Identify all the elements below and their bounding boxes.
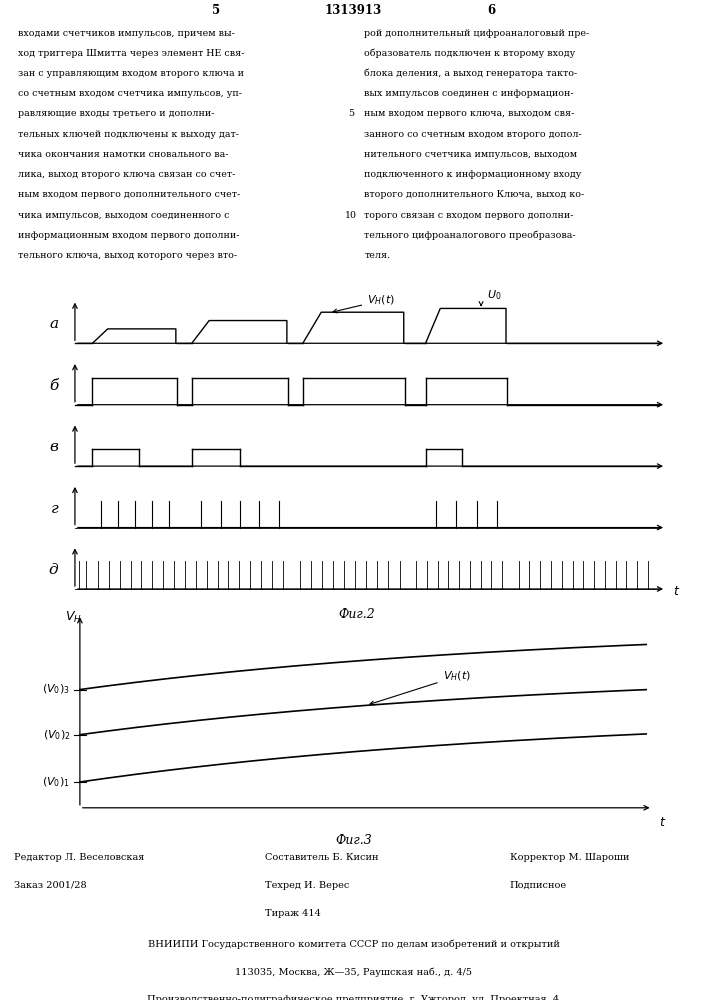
Text: равляющие входы третьего и дополни-: равляющие входы третьего и дополни- [18, 109, 214, 118]
Text: 113035, Москва, Ж—35, Раушская наб., д. 4/5: 113035, Москва, Ж—35, Раушская наб., д. … [235, 967, 472, 977]
Text: рой дополнительный цифроаналоговый пре-: рой дополнительный цифроаналоговый пре- [364, 28, 590, 37]
Text: г: г [50, 502, 58, 516]
Text: Редактор Л. Веселовская: Редактор Л. Веселовская [14, 853, 144, 862]
Text: $V_H(t)$: $V_H(t)$ [370, 670, 470, 705]
Text: Корректор М. Шароши: Корректор М. Шароши [510, 853, 629, 862]
Text: $t$: $t$ [659, 816, 666, 829]
Text: чика окончания намотки сновального ва-: чика окончания намотки сновального ва- [18, 150, 228, 159]
Text: ВНИИПИ Государственного комитета СССР по делам изобретений и открытий: ВНИИПИ Государственного комитета СССР по… [148, 939, 559, 949]
Text: тельных ключей подключены к выходу дат-: тельных ключей подключены к выходу дат- [18, 130, 239, 139]
Text: 10: 10 [346, 211, 357, 220]
Text: занного со счетным входом второго допол-: занного со счетным входом второго допол- [364, 130, 582, 139]
Text: ход триггера Шмитта через элемент НЕ свя-: ход триггера Шмитта через элемент НЕ свя… [18, 49, 244, 58]
Text: информационным входом первого дополни-: информационным входом первого дополни- [18, 231, 239, 240]
Text: подключенного к информационному входу: подключенного к информационному входу [364, 170, 581, 179]
Text: второго дополнительного Ключа, выход ко-: второго дополнительного Ключа, выход ко- [364, 190, 585, 199]
Text: образователь подключен к второму входу: образователь подключен к второму входу [364, 49, 575, 58]
Text: Фиг.2: Фиг.2 [339, 608, 375, 621]
Text: $V_H(t)$: $V_H(t)$ [333, 294, 395, 313]
Text: 6: 6 [487, 4, 496, 17]
Text: нительного счетчика импульсов, выходом: нительного счетчика импульсов, выходом [364, 150, 577, 159]
Text: $U_0$: $U_0$ [487, 288, 501, 302]
Text: лика, выход второго ключа связан со счет-: лика, выход второго ключа связан со счет… [18, 170, 235, 179]
Text: $(V_0)_1$: $(V_0)_1$ [42, 775, 71, 789]
Text: входами счетчиков импульсов, причем вы-: входами счетчиков импульсов, причем вы- [18, 28, 235, 37]
Text: Тираж 414: Тираж 414 [265, 909, 321, 918]
Text: вых импульсов соединен с информацион-: вых импульсов соединен с информацион- [364, 89, 573, 98]
Text: ным входом первого дополнительного счет-: ным входом первого дополнительного счет- [18, 190, 240, 199]
Text: зан с управляющим входом второго ключа и: зан с управляющим входом второго ключа и [18, 69, 244, 78]
Text: чика импульсов, выходом соединенного с: чика импульсов, выходом соединенного с [18, 211, 229, 220]
Text: $(V_0)_3$: $(V_0)_3$ [42, 683, 71, 696]
Text: 5: 5 [349, 109, 354, 118]
Text: а: а [49, 317, 58, 331]
Text: д: д [49, 563, 58, 577]
Text: $V_H$: $V_H$ [65, 610, 82, 625]
Text: со счетным входом счетчика импульсов, уп-: со счетным входом счетчика импульсов, уп… [18, 89, 242, 98]
Text: тельного ключа, выход которого через вто-: тельного ключа, выход которого через вто… [18, 251, 237, 260]
Text: $t$: $t$ [673, 585, 680, 598]
Text: Заказ 2001/28: Заказ 2001/28 [14, 881, 87, 890]
Text: Техред И. Верес: Техред И. Верес [265, 881, 350, 890]
Text: 5: 5 [211, 4, 220, 17]
Text: ным входом первого ключа, выходом свя-: ным входом первого ключа, выходом свя- [364, 109, 575, 118]
Text: Подписное: Подписное [510, 881, 567, 890]
Text: торого связан с входом первого дополни-: торого связан с входом первого дополни- [364, 211, 573, 220]
Text: 1313913: 1313913 [325, 4, 382, 17]
Text: $(V_0)_2$: $(V_0)_2$ [42, 728, 71, 742]
Text: теля.: теля. [364, 251, 390, 260]
Text: Фиг.3: Фиг.3 [335, 834, 372, 847]
Text: Составитель Б. Кисин: Составитель Б. Кисин [265, 853, 379, 862]
Text: б: б [49, 379, 58, 393]
Text: блока деления, а выход генератора такто-: блока деления, а выход генератора такто- [364, 69, 578, 78]
Text: тельного цифроаналогового преобразова-: тельного цифроаналогового преобразова- [364, 231, 575, 240]
Text: в: в [49, 440, 58, 454]
Text: Производственно-полиграфическое предприятие, г. Ужгород, ул. Проектная, 4: Производственно-полиграфическое предприя… [148, 995, 559, 1000]
